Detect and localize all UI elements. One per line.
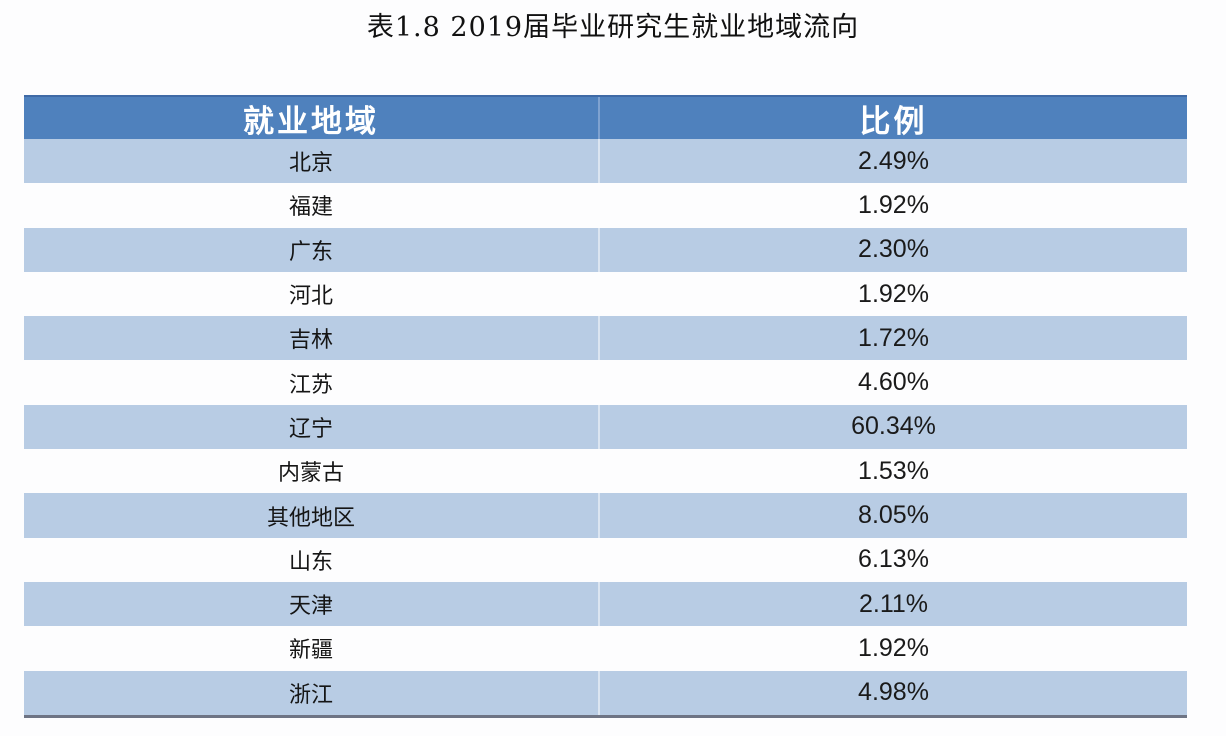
- header-ratio: 比例: [859, 103, 928, 139]
- region-cell: 福建: [288, 195, 333, 221]
- header-region: 就业地域: [24, 97, 600, 140]
- region-ratio-table: 就业地域 比例 北京 2.49% 福建 1.92% 广东 2.30% 河北 1.…: [24, 95, 1187, 718]
- table-row: 天津 2.11%: [24, 581, 1187, 627]
- ratio-cell: 1.72%: [858, 323, 929, 352]
- table-row: 浙江 4.98%: [24, 670, 1187, 715]
- region-cell: 其他地区: [24, 493, 600, 538]
- ratio-cell: 1.53%: [858, 456, 929, 485]
- table-row: 山东 6.13%: [24, 537, 1187, 582]
- table-row: 江苏 4.60%: [24, 360, 1187, 405]
- table-row: 其他地区 8.05%: [24, 493, 1187, 538]
- region-cell: 辽宁: [24, 404, 600, 450]
- region-cell: 新疆: [288, 638, 333, 664]
- table-row: 广东 2.30%: [24, 227, 1187, 272]
- ratio-cell: 1.92%: [858, 633, 929, 662]
- ratio-cell: 4.60%: [858, 368, 929, 397]
- table-title: 表1.8 2019届毕业研究生就业地域流向: [366, 12, 860, 43]
- table-row: 河北 1.92%: [24, 271, 1187, 317]
- ratio-cell: 60.34%: [851, 412, 936, 441]
- ratio-cell: 1.92%: [858, 190, 929, 219]
- table-row: 北京 2.49%: [24, 139, 1187, 184]
- region-cell: 吉林: [24, 316, 600, 361]
- ratio-cell: 2.49%: [858, 146, 929, 175]
- ratio-cell: 6.13%: [858, 545, 929, 574]
- ratio-cell: 2.30%: [858, 235, 929, 264]
- ratio-cell: 1.92%: [858, 279, 929, 308]
- region-cell: 北京: [24, 139, 600, 184]
- region-cell: 天津: [24, 581, 600, 627]
- table-row: 新疆 1.92%: [24, 626, 1187, 671]
- region-cell: 广东: [24, 227, 600, 272]
- table-row: 吉林 1.72%: [24, 316, 1187, 361]
- region-cell: 河北: [288, 284, 333, 310]
- ratio-cell: 4.98%: [858, 678, 929, 707]
- region-cell: 内蒙古: [277, 461, 344, 487]
- region-cell: 山东: [288, 549, 333, 575]
- table-row: 辽宁 60.34%: [24, 404, 1187, 450]
- ratio-cell: 2.11%: [858, 589, 929, 618]
- region-cell: 浙江: [24, 670, 600, 715]
- table-header-row: 就业地域 比例: [24, 97, 1187, 140]
- ratio-cell: 8.05%: [858, 501, 929, 530]
- region-cell: 江苏: [288, 372, 333, 398]
- table-row: 内蒙古 1.53%: [24, 449, 1187, 494]
- table-row: 福建 1.92%: [24, 183, 1187, 228]
